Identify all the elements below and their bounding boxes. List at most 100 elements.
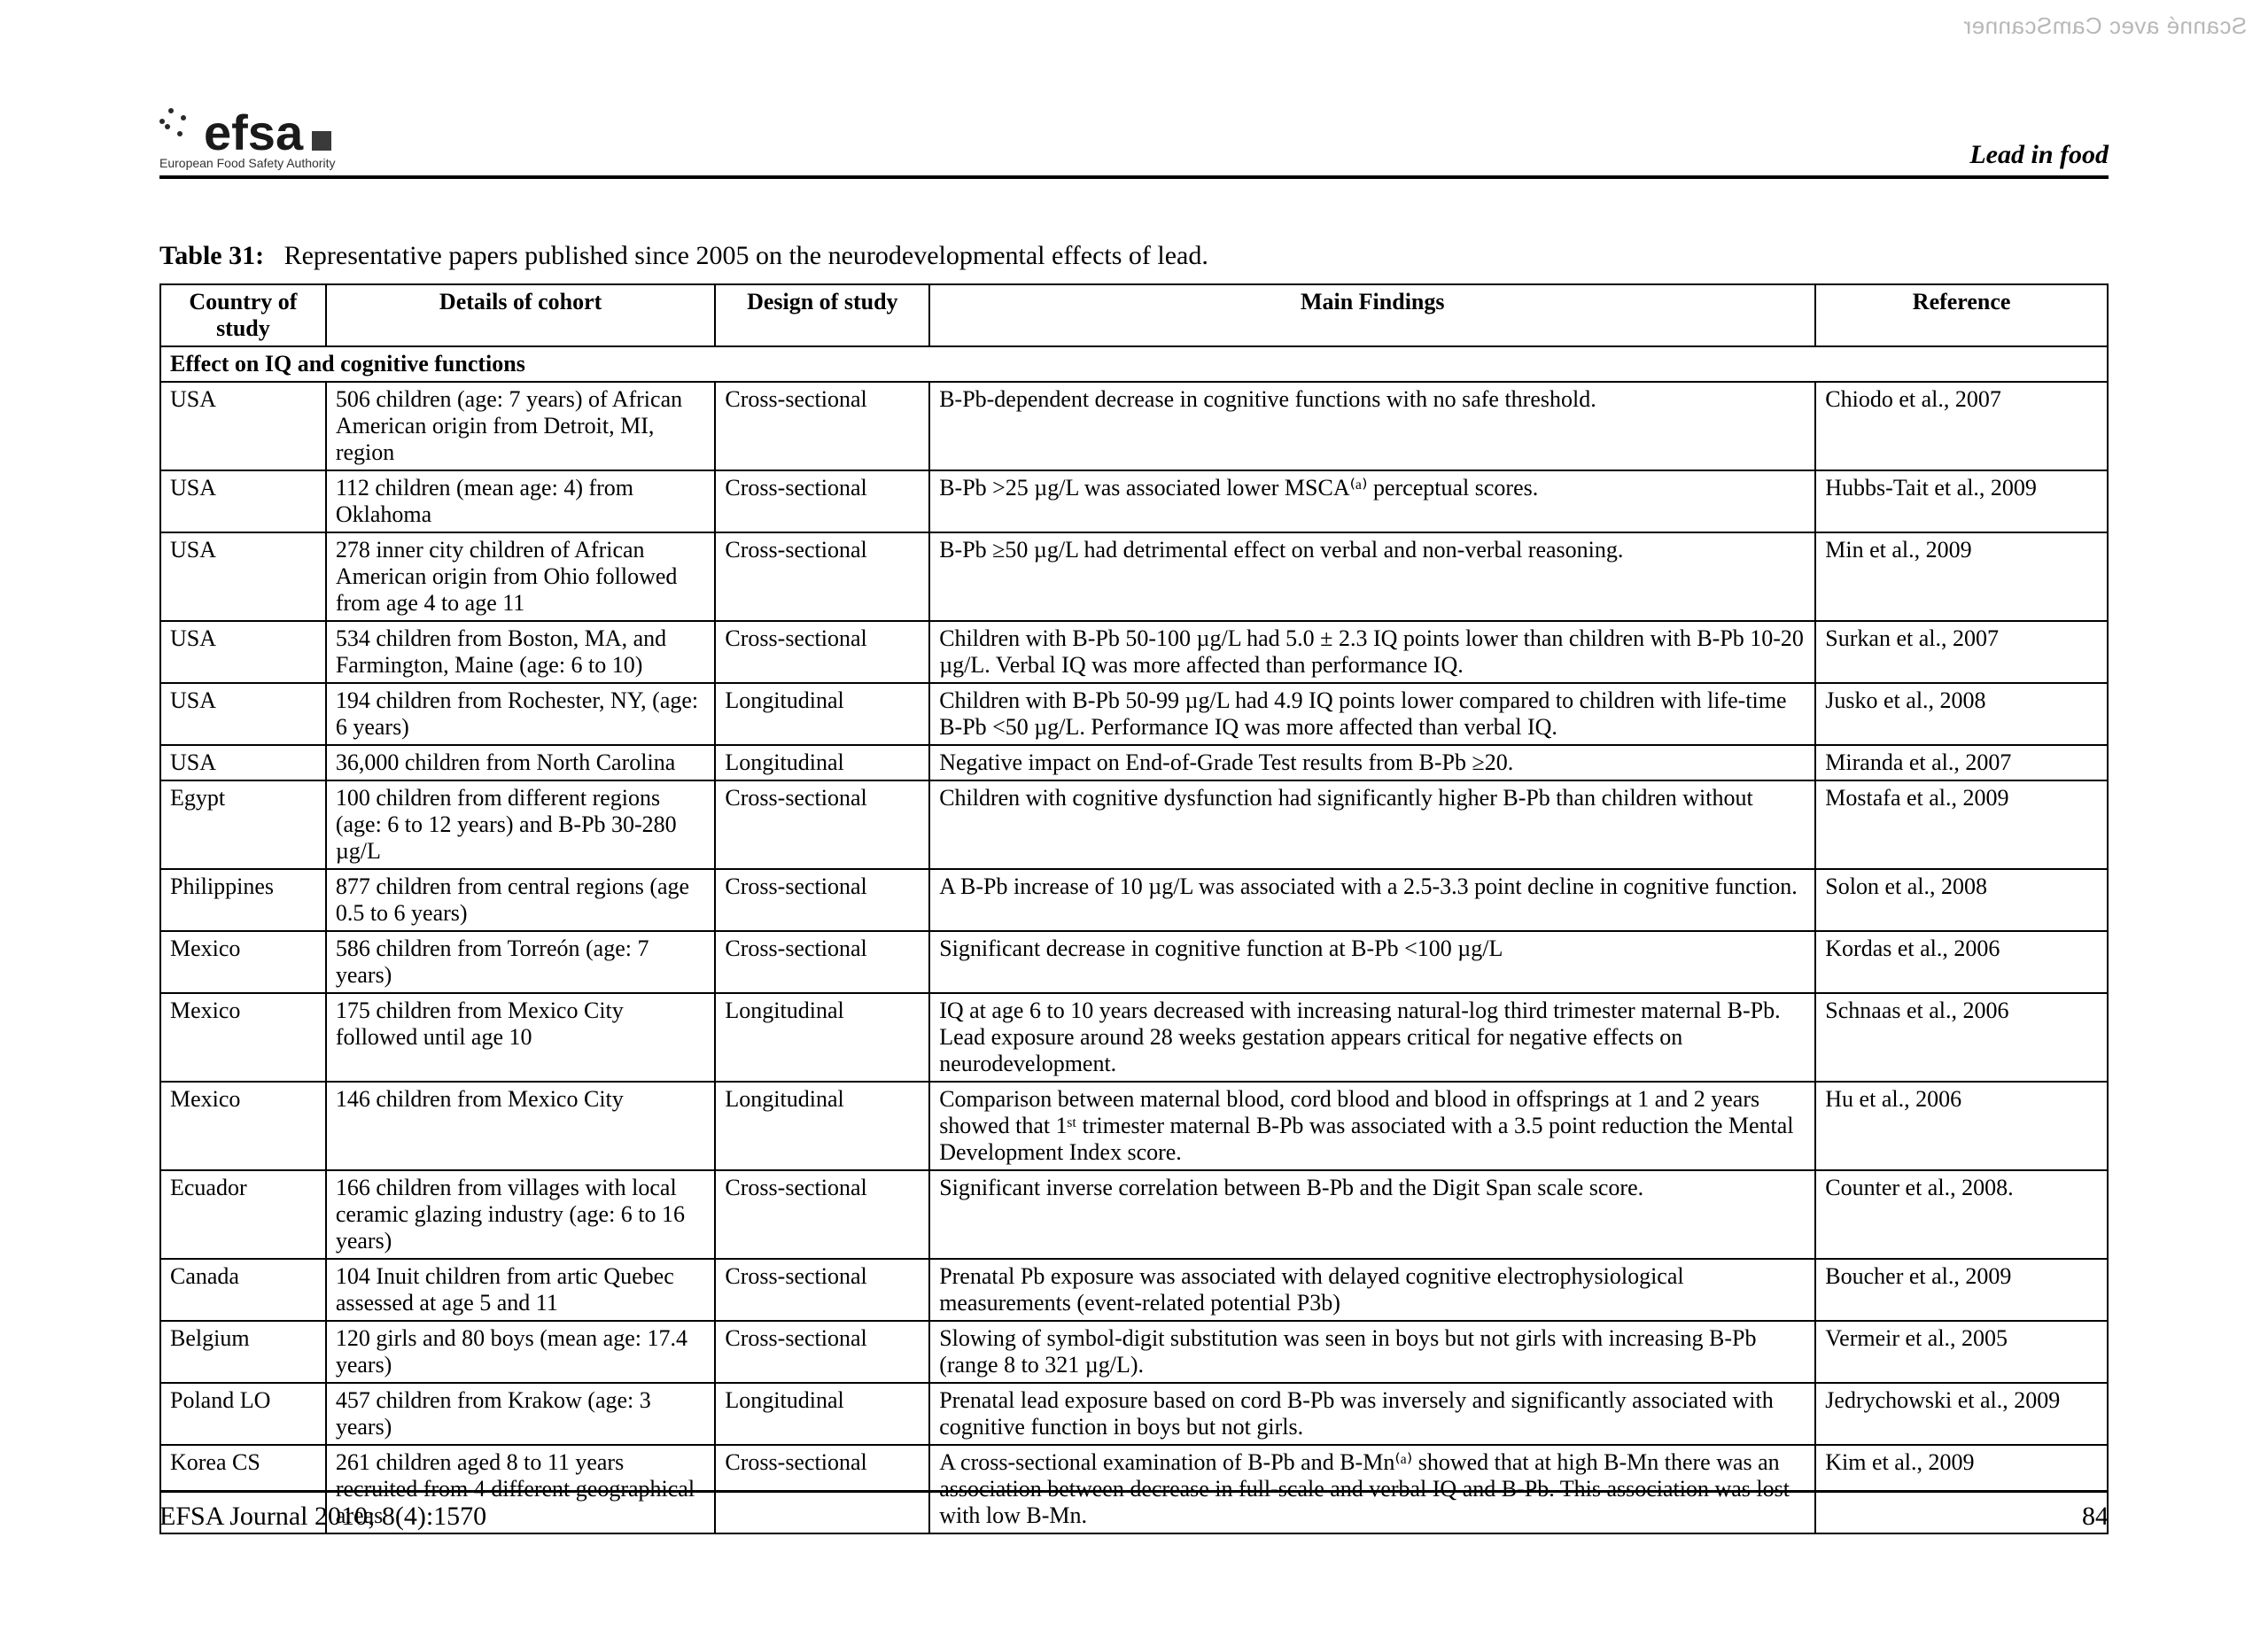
cell-reference: Min et al., 2009 (1815, 532, 2108, 621)
cell-design: Longitudinal (715, 683, 929, 745)
cell-design: Cross-sectional (715, 1321, 929, 1383)
table-row: Mexico175 children from Mexico City foll… (160, 993, 2108, 1082)
cell-findings: Comparison between maternal blood, cord … (929, 1082, 1815, 1170)
col-header-reference: Reference (1815, 284, 2108, 346)
table-row: Belgium120 girls and 80 boys (mean age: … (160, 1321, 2108, 1383)
cell-cohort: 457 children from Krakow (age: 3 years) (326, 1383, 716, 1445)
col-header-cohort: Details of cohort (326, 284, 716, 346)
table-section-heading: Effect on IQ and cognitive functions (160, 346, 2108, 382)
cell-reference: Boucher et al., 2009 (1815, 1259, 2108, 1321)
table-section-row: Effect on IQ and cognitive functions (160, 346, 2108, 382)
cell-cohort: 506 children (age: 7 years) of African A… (326, 382, 716, 470)
cell-findings: B-Pb ≥50 µg/L had detrimental effect on … (929, 532, 1815, 621)
cell-cohort: 534 children from Boston, MA, and Farmin… (326, 621, 716, 683)
cell-findings: Slowing of symbol-digit substitution was… (929, 1321, 1815, 1383)
cell-reference: Chiodo et al., 2007 (1815, 382, 2108, 470)
cell-findings: Children with B-Pb 50-100 µg/L had 5.0 ±… (929, 621, 1815, 683)
cell-reference: Schnaas et al., 2006 (1815, 993, 2108, 1082)
table-caption: Table 31: Representative papers publishe… (159, 241, 2109, 271)
cell-findings: A B-Pb increase of 10 µg/L was associate… (929, 869, 1815, 931)
cell-findings: Prenatal lead exposure based on cord B-P… (929, 1383, 1815, 1445)
cell-findings: Children with B-Pb 50-99 µg/L had 4.9 IQ… (929, 683, 1815, 745)
cell-cohort: 36,000 children from North Carolina (326, 745, 716, 780)
table-row: Philippines877 children from central reg… (160, 869, 2108, 931)
cell-reference: Jusko et al., 2008 (1815, 683, 2108, 745)
col-header-design: Design of study (715, 284, 929, 346)
table-row: USA534 children from Boston, MA, and Far… (160, 621, 2108, 683)
table-body: USA506 children (age: 7 years) of Africa… (160, 382, 2108, 1533)
data-table: Country of study Details of cohort Desig… (159, 283, 2109, 1534)
table-number: Table 31: (159, 241, 264, 270)
table-row: Poland LO457 children from Krakow (age: … (160, 1383, 2108, 1445)
cell-country: Mexico (160, 993, 326, 1082)
cell-design: Longitudinal (715, 745, 929, 780)
table-row: Egypt100 children from different regions… (160, 780, 2108, 869)
cell-design: Longitudinal (715, 1082, 929, 1170)
cell-findings: Children with cognitive dysfunction had … (929, 780, 1815, 869)
cell-design: Cross-sectional (715, 780, 929, 869)
cell-cohort: 166 children from villages with local ce… (326, 1170, 716, 1259)
cell-reference: Jedrychowski et al., 2009 (1815, 1383, 2108, 1445)
cell-cohort: 120 girls and 80 boys (mean age: 17.4 ye… (326, 1321, 716, 1383)
logo-square-icon (312, 131, 331, 151)
cell-country: Mexico (160, 1082, 326, 1170)
cell-findings: IQ at age 6 to 10 years decreased with i… (929, 993, 1815, 1082)
cell-reference: Vermeir et al., 2005 (1815, 1321, 2108, 1383)
cell-findings: Negative impact on End-of-Grade Test res… (929, 745, 1815, 780)
table-caption-text: Representative papers published since 20… (284, 241, 1208, 270)
document-page: Scanné avec CamScanner efsa European Foo… (0, 0, 2268, 1638)
footer-page-number: 84 (2082, 1502, 2109, 1532)
document-title: Lead in food (1969, 140, 2109, 170)
cell-country: USA (160, 745, 326, 780)
cell-country: USA (160, 470, 326, 532)
table-row: Canada104 Inuit children from artic Queb… (160, 1259, 2108, 1321)
table-row: USA36,000 children from North CarolinaLo… (160, 745, 2108, 780)
cell-design: Cross-sectional (715, 869, 929, 931)
scanner-watermark: Scanné avec CamScanner (1963, 12, 2247, 40)
cell-cohort: 100 children from different regions (age… (326, 780, 716, 869)
cell-design: Cross-sectional (715, 1170, 929, 1259)
page-footer: EFSA Journal 2010; 8(4):1570 84 (159, 1490, 2109, 1532)
logo-dots-icon (159, 106, 195, 142)
cell-country: USA (160, 382, 326, 470)
logo-text: efsa (204, 108, 303, 158)
logo-subtitle: European Food Safety Authority (159, 156, 335, 170)
cell-design: Cross-sectional (715, 382, 929, 470)
cell-cohort: 877 children from central regions (age 0… (326, 869, 716, 931)
table-row: USA194 children from Rochester, NY, (age… (160, 683, 2108, 745)
cell-country: Philippines (160, 869, 326, 931)
table-header-row: Country of study Details of cohort Desig… (160, 284, 2108, 346)
cell-reference: Solon et al., 2008 (1815, 869, 2108, 931)
efsa-logo-block: efsa European Food Safety Authority (159, 106, 335, 170)
table-row: Mexico586 children from Torreón (age: 7 … (160, 931, 2108, 993)
cell-findings: B-Pb-dependent decrease in cognitive fun… (929, 382, 1815, 470)
col-header-country: Country of study (160, 284, 326, 346)
cell-reference: Mostafa et al., 2009 (1815, 780, 2108, 869)
cell-cohort: 586 children from Torreón (age: 7 years) (326, 931, 716, 993)
cell-country: Poland LO (160, 1383, 326, 1445)
cell-design: Longitudinal (715, 1383, 929, 1445)
col-header-findings: Main Findings (929, 284, 1815, 346)
cell-reference: Miranda et al., 2007 (1815, 745, 2108, 780)
cell-cohort: 104 Inuit children from artic Quebec ass… (326, 1259, 716, 1321)
cell-design: Cross-sectional (715, 621, 929, 683)
cell-design: Cross-sectional (715, 470, 929, 532)
cell-reference: Hu et al., 2006 (1815, 1082, 2108, 1170)
cell-design: Cross-sectional (715, 1259, 929, 1321)
cell-country: Ecuador (160, 1170, 326, 1259)
cell-findings: Significant inverse correlation between … (929, 1170, 1815, 1259)
page-header: efsa European Food Safety Authority Lead… (159, 106, 2109, 179)
cell-reference: Counter et al., 2008. (1815, 1170, 2108, 1259)
cell-country: USA (160, 621, 326, 683)
cell-findings: Significant decrease in cognitive functi… (929, 931, 1815, 993)
table-row: USA112 children (mean age: 4) from Oklah… (160, 470, 2108, 532)
efsa-logo: efsa (159, 106, 335, 158)
table-row: USA278 inner city children of African Am… (160, 532, 2108, 621)
cell-cohort: 112 children (mean age: 4) from Oklahoma (326, 470, 716, 532)
footer-journal: EFSA Journal 2010; 8(4):1570 (159, 1502, 486, 1532)
cell-findings: B-Pb >25 µg/L was associated lower MSCA⁽… (929, 470, 1815, 532)
cell-reference: Kordas et al., 2006 (1815, 931, 2108, 993)
cell-findings: Prenatal Pb exposure was associated with… (929, 1259, 1815, 1321)
cell-reference: Surkan et al., 2007 (1815, 621, 2108, 683)
cell-design: Cross-sectional (715, 931, 929, 993)
